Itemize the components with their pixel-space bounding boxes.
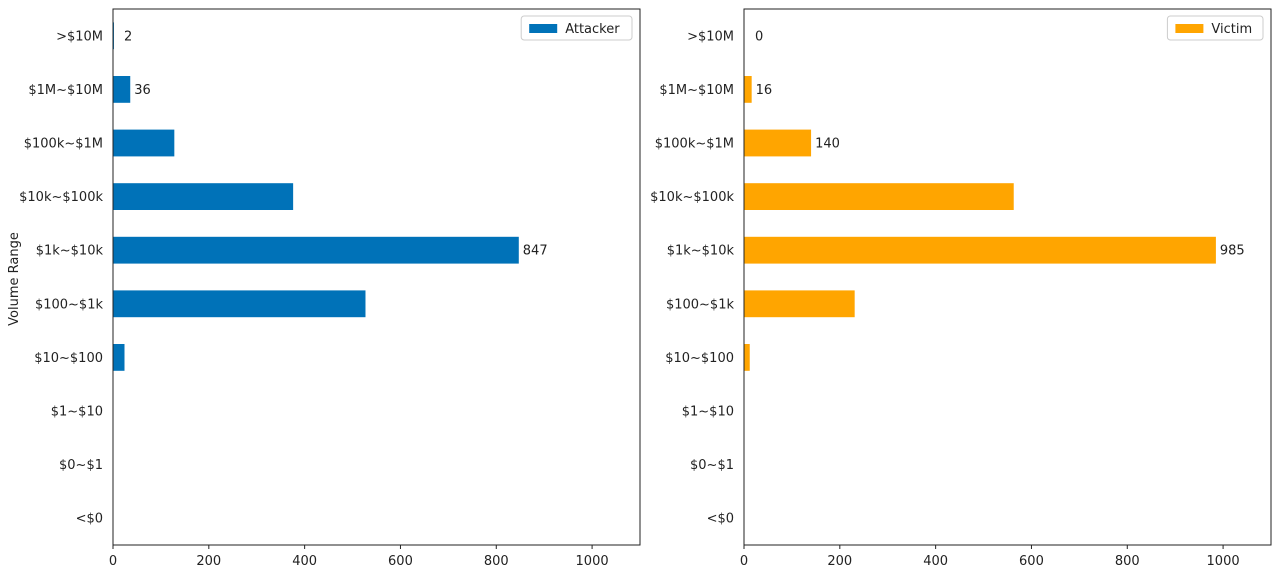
bar-attacker-3 [113,344,125,371]
x-tick-label: 800 [1115,554,1140,569]
data-label: 847 [523,244,548,259]
y-tick-label: $10~$100 [34,351,103,366]
y-tick-label: $1~$10 [682,405,734,420]
y-tick-label: >$10M [56,29,103,44]
legend-label: Victim [1211,22,1252,37]
legend-box [1166,15,1264,41]
y-tick-label: $1k~$10k [667,244,735,259]
x-tick-label: 0 [109,554,117,569]
bar-victim-7 [744,129,812,157]
x-tick-label: 400 [292,554,317,569]
y-tick-label: >$10M [687,29,734,44]
legend-swatch [1175,24,1204,33]
panel-attacker: 2 36 847 <$0 $0~$1 $1~$10 $10~$100 $100~$1k $1k~… [19,8,641,569]
y-tick-label: $100~$1k [35,297,104,312]
y-tick-label: <$0 [707,512,734,527]
data-label: 16 [756,83,773,98]
bar-victim-6 [744,183,1014,210]
x-tick-label: 600 [1019,554,1044,569]
y-tick-label: $1~$10 [51,405,103,420]
bar-attacker-6 [113,183,294,210]
bar-attacker-5 [113,236,519,264]
legend: Attacker [520,15,633,41]
bar-attacker-7 [113,129,175,157]
bar-victim-5 [744,236,1216,264]
x-tick-label: 1000 [1207,554,1240,569]
x-tick-label: 200 [827,554,852,569]
legend-box [520,15,633,41]
x-tick-label: 400 [923,554,948,569]
legend: Victim [1166,15,1264,41]
data-label: 0 [755,29,763,44]
y-tick-label: $10~$100 [665,351,734,366]
y-tick-label: $100k~$1M [24,137,103,152]
data-label: 36 [134,83,151,98]
y-tick-label: <$0 [76,512,103,527]
axes-frame [743,8,1272,546]
legend-label: Attacker [565,22,620,37]
x-tick-label: 200 [196,554,221,569]
y-tick-label: $0~$1 [59,458,103,473]
x-tick-label: 1000 [576,554,609,569]
y-tick-label: $10k~$100k [19,190,103,205]
x-tick-label: 0 [740,554,748,569]
bar-victim-3 [744,344,750,371]
data-label: 2 [124,29,132,44]
y-tick-label: $1k~$10k [36,244,104,259]
bar-attacker-4 [113,290,366,318]
y-axis-label: Volume Range [7,232,22,326]
data-label: 140 [815,137,840,152]
y-tick-label: $100k~$1M [655,137,734,152]
axes-frame [112,8,641,546]
x-tick-label: 600 [388,554,413,569]
bar-victim-8 [744,76,752,103]
panel-victim: 0 16 140 985 <$0 $0~$1 $1~$10 $10~$100 $100~$1k $… [650,8,1272,569]
x-tick-label: 800 [484,554,509,569]
bar-attacker-8 [113,76,131,103]
y-tick-label: $1M~$10M [28,83,103,98]
y-tick-label: $10k~$100k [650,190,734,205]
y-tick-label: $100~$1k [666,297,735,312]
y-tick-label: $1M~$10M [659,83,734,98]
data-label: 985 [1220,244,1245,259]
legend-swatch [529,24,558,33]
y-tick-label: $0~$1 [690,458,734,473]
bar-victim-4 [744,290,855,318]
